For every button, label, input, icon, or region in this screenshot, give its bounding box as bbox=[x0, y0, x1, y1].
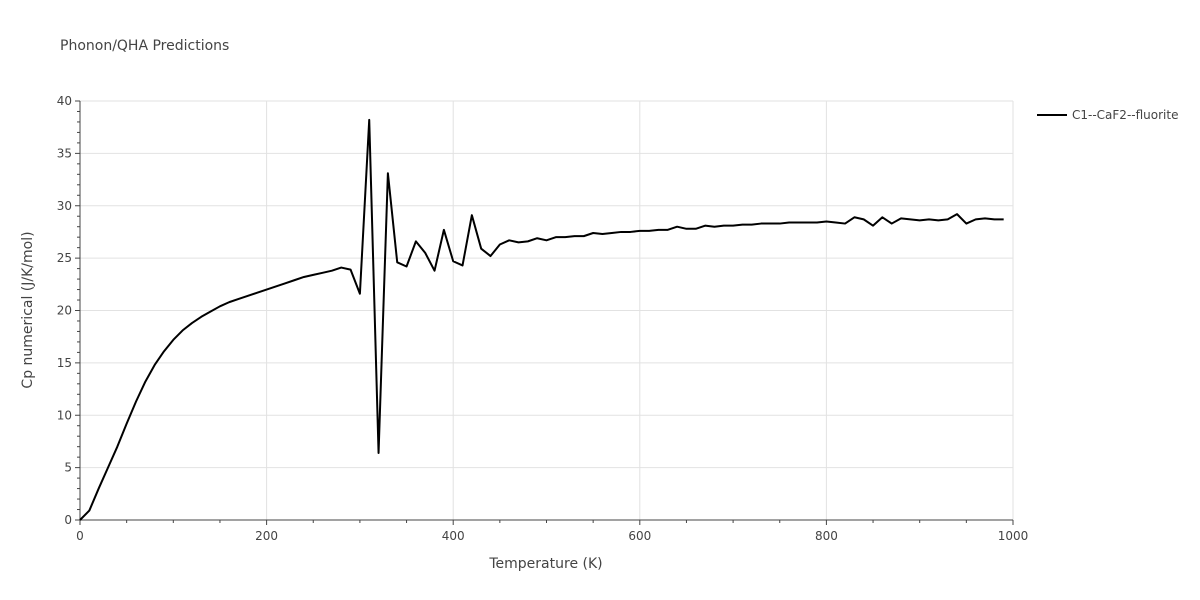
y-axis-title: Cp numerical (J/K/mol) bbox=[20, 231, 36, 388]
series-line bbox=[79, 118, 1004, 521]
y-tick-label: 0 bbox=[64, 513, 72, 527]
legend[interactable]: C1--CaF2--fluorite bbox=[1037, 108, 1178, 122]
y-tick-label: 20 bbox=[57, 304, 72, 318]
gridlines bbox=[80, 100, 1014, 520]
y-tick-label: 30 bbox=[57, 199, 72, 213]
series-layer bbox=[79, 118, 1004, 521]
x-ticks: 0 200 400 600 800 1000 bbox=[76, 520, 1028, 543]
x-tick-label: 400 bbox=[442, 529, 465, 543]
y-tick-label: 15 bbox=[57, 356, 72, 370]
y-tick-label: 5 bbox=[64, 461, 72, 475]
x-tick-label: 1000 bbox=[998, 529, 1029, 543]
x-tick-label: 0 bbox=[76, 529, 84, 543]
x-tick-label: 600 bbox=[628, 529, 651, 543]
x-tick-label: 800 bbox=[815, 529, 838, 543]
y-tick-label: 35 bbox=[57, 146, 72, 160]
chart-title: Phonon/QHA Predictions bbox=[60, 38, 229, 54]
y-ticks: 0 5 10 15 20 25 30 35 40 bbox=[57, 94, 80, 527]
y-tick-label: 40 bbox=[57, 94, 72, 108]
y-tick-label: 25 bbox=[57, 251, 72, 265]
y-tick-label: 10 bbox=[57, 408, 72, 422]
x-axis-title: Temperature (K) bbox=[488, 556, 602, 572]
x-tick-label: 200 bbox=[255, 529, 278, 543]
legend-label: C1--CaF2--fluorite bbox=[1072, 108, 1178, 122]
